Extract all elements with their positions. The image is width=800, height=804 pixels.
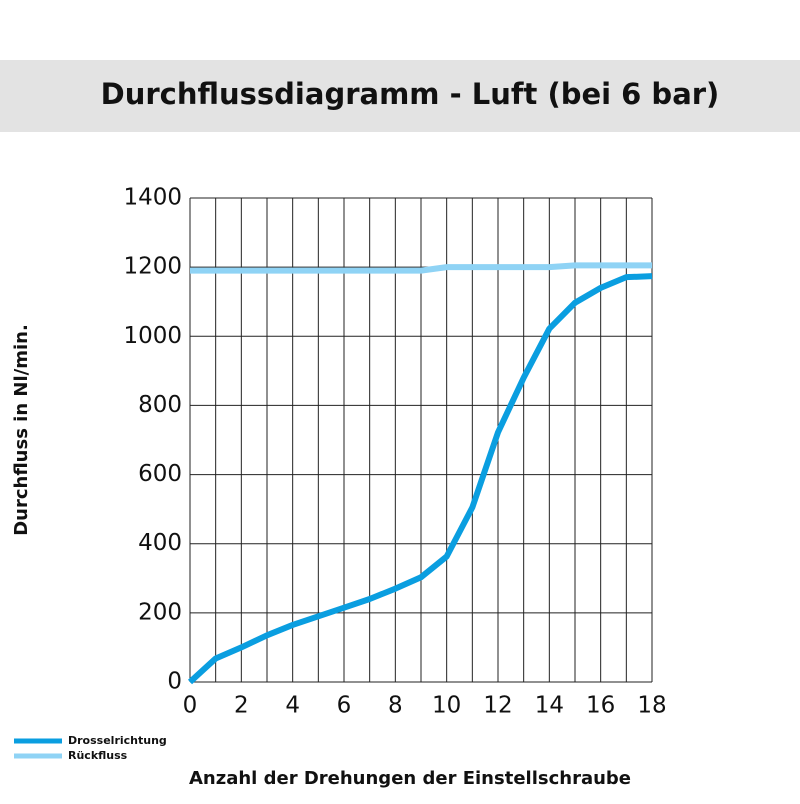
x-tick-label: 12 bbox=[483, 693, 512, 719]
y-tick-label: 400 bbox=[138, 530, 182, 556]
y-tick-label: 1000 bbox=[123, 323, 182, 349]
y-tick-label: 1200 bbox=[123, 254, 182, 280]
x-tick-label: 8 bbox=[388, 693, 403, 719]
data-line bbox=[190, 262, 652, 274]
x-tick-label: 14 bbox=[535, 693, 564, 719]
legend-label: Rückfluss bbox=[68, 749, 128, 762]
x-tick-label: 4 bbox=[285, 693, 300, 719]
x-tick-label: 10 bbox=[432, 693, 461, 719]
x-tick-label: 6 bbox=[337, 693, 352, 719]
x-tick-label: 16 bbox=[586, 693, 615, 719]
x-tick-label: 2 bbox=[234, 693, 249, 719]
x-tick-label: 0 bbox=[183, 693, 198, 719]
y-tick-label: 800 bbox=[138, 392, 182, 418]
y-tick-label: 600 bbox=[138, 461, 182, 487]
x-tick-label: 18 bbox=[637, 693, 666, 719]
title-band bbox=[0, 60, 800, 132]
y-tick-label: 200 bbox=[138, 599, 182, 625]
y-tick-label: 0 bbox=[167, 669, 182, 695]
data-line bbox=[187, 273, 653, 685]
legend-label: Drosselrichtung bbox=[68, 734, 167, 747]
chart-title: Durchflussdiagramm - Luft (bei 6 bar) bbox=[101, 77, 720, 111]
y-axis-label: Durchfluss in Nl/min. bbox=[11, 324, 32, 536]
y-tick-label: 1400 bbox=[123, 185, 182, 211]
x-axis-label: Anzahl der Drehungen der Einstellschraub… bbox=[189, 768, 631, 789]
